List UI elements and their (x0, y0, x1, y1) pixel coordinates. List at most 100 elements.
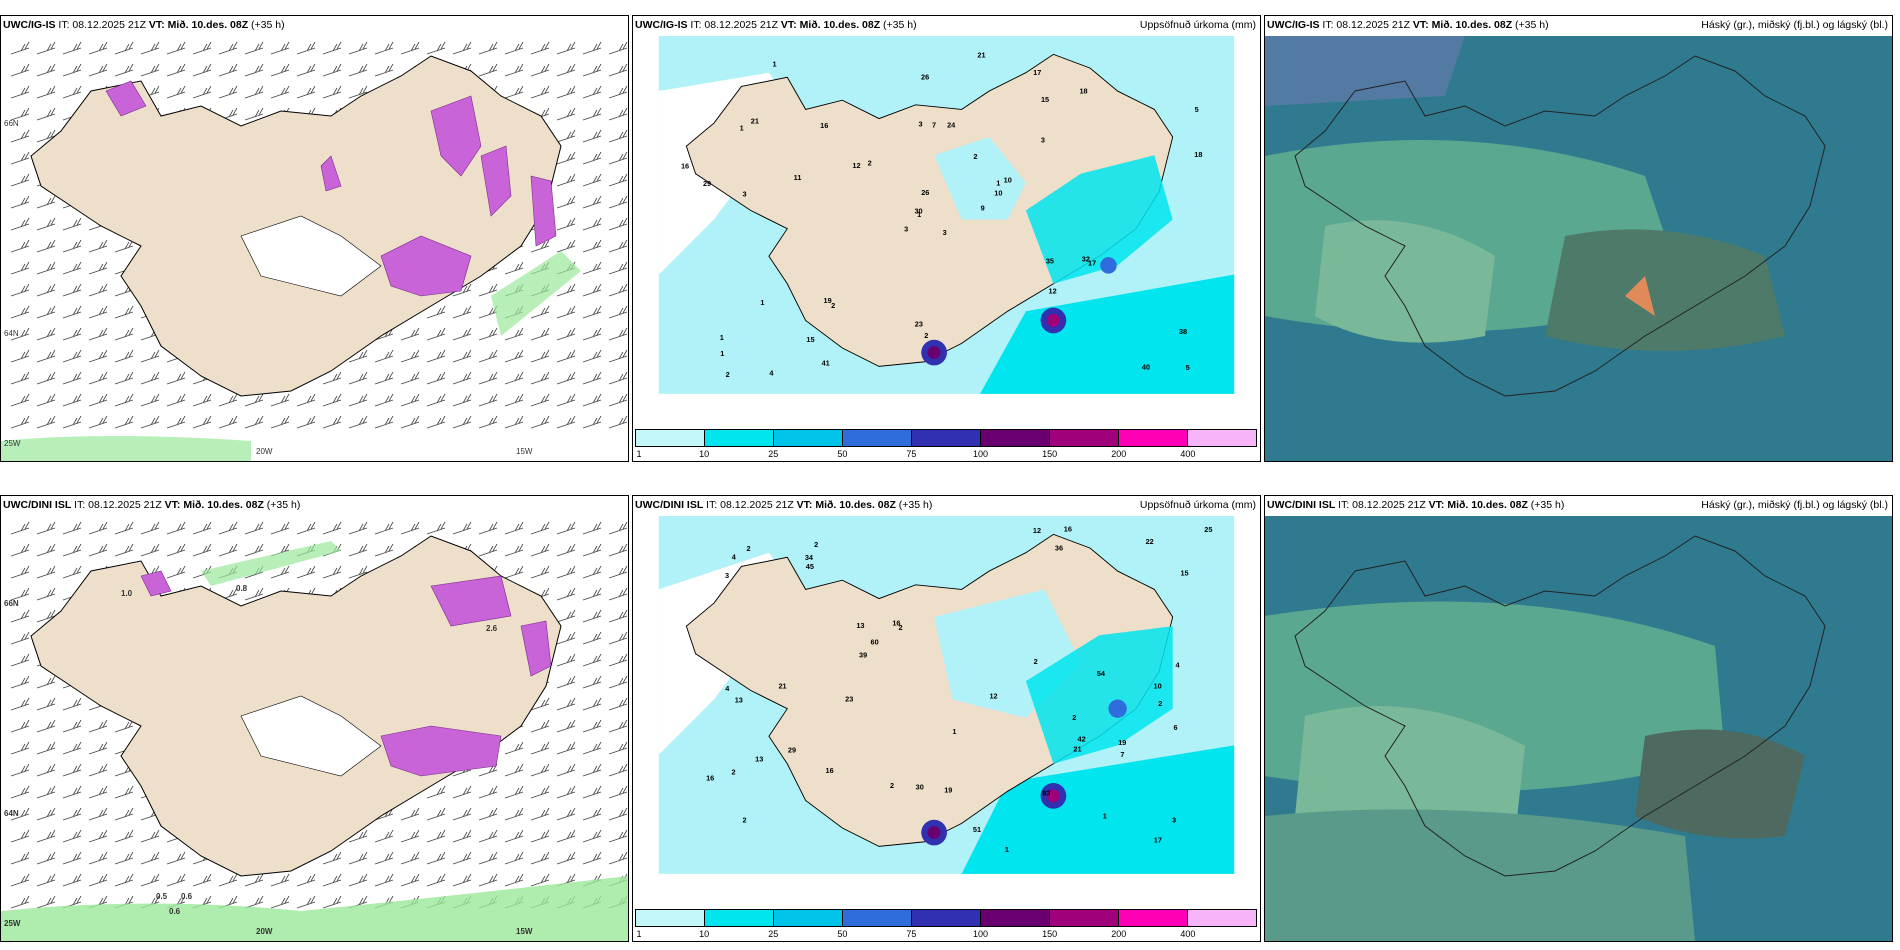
wind-barb (62, 283, 82, 297)
wind-barb (192, 415, 212, 429)
precip-map: 3111121724159153533432121157101721262935… (658, 36, 1235, 394)
wind-barb (114, 349, 134, 363)
wind-barb (322, 371, 342, 385)
wind-barb (114, 63, 134, 77)
wind-barb (374, 521, 394, 535)
precip-value: 83 (1042, 789, 1050, 798)
colorbar-cell (1119, 910, 1188, 926)
iceland-outline (1294, 55, 1826, 397)
wind-barb (322, 873, 342, 887)
precip-value: 51 (973, 825, 981, 834)
wind-barb (10, 327, 30, 341)
wind-barb (452, 283, 472, 297)
wind-barb (530, 371, 550, 385)
precip-value: 16 (820, 121, 828, 130)
wind-barb (582, 653, 602, 667)
wind-barb (348, 85, 368, 99)
wind-barb (218, 873, 238, 887)
wind-barb (582, 631, 602, 645)
precip-value: 17 (1154, 835, 1162, 844)
wind-barb (426, 851, 446, 865)
wind-barb (296, 415, 316, 429)
wind-barb (270, 895, 290, 909)
precip-value: 30 (914, 207, 922, 216)
precip-value: 3 (725, 571, 729, 580)
wind-barb (608, 239, 628, 253)
wind-barb (36, 393, 56, 407)
wind-barb (348, 63, 368, 77)
wind-barb (296, 393, 316, 407)
wind-barb (556, 675, 576, 689)
wind-barb (36, 283, 56, 297)
wind-barb (582, 697, 602, 711)
wind-barb (582, 217, 602, 231)
wind-barb (114, 873, 134, 887)
wind-barb (88, 63, 108, 77)
wind-barb (530, 741, 550, 755)
map-label: 15W (516, 447, 533, 456)
colorbar-tick: 200 (1111, 449, 1127, 459)
colorbar-cell (774, 910, 843, 926)
colorbar-tick: 50 (837, 449, 848, 459)
wind-barb (10, 521, 30, 535)
wind-barb (36, 609, 56, 623)
precip-value: 26 (921, 188, 929, 197)
wind-barb (322, 393, 342, 407)
wind-barb (244, 543, 264, 557)
wind-barb (322, 565, 342, 579)
precip-panel-ig: UWC/IG-IS IT: 08.12.2025 21Z VT: Mið. 10… (632, 15, 1261, 462)
colorbar-tick: 10 (699, 929, 710, 939)
wind-barb (114, 415, 134, 429)
wind-barb (88, 741, 108, 755)
wind-barb (10, 741, 30, 755)
map-label: 25W (4, 919, 21, 928)
wind-barb (322, 895, 342, 909)
precip-value: 5 (1186, 363, 1190, 372)
wind-barb (608, 327, 628, 341)
wind-barb (348, 873, 368, 887)
wind-barb (36, 305, 56, 319)
precip-value: 12 (852, 161, 860, 170)
precip-value: 60 (870, 638, 878, 647)
precip-value: 2 (924, 331, 928, 340)
precip-value: 2 (1158, 699, 1162, 708)
wind-barb (36, 85, 56, 99)
wind-barb (10, 217, 30, 231)
wind-barb (10, 129, 30, 143)
precip-value: 1 (720, 349, 724, 358)
wind-barb (296, 565, 316, 579)
precip-value: 19 (1118, 738, 1126, 747)
wind-barb (10, 785, 30, 799)
precip-value: 7 (932, 121, 936, 130)
precip-value: 2 (831, 301, 835, 310)
wind-barb (608, 107, 628, 121)
wind-barb (88, 349, 108, 363)
colorbar-tick: 50 (837, 929, 848, 939)
wind-barb (400, 349, 420, 363)
wind-barb (10, 543, 30, 557)
wind-barb (556, 151, 576, 165)
wind-barb (88, 873, 108, 887)
precip-value: 6 (1173, 723, 1177, 732)
wind-barb (62, 239, 82, 253)
panel-title: UWC/DINI ISL IT: 08.12.2025 21Z VT: Mið.… (3, 499, 301, 511)
wind-barb (114, 785, 134, 799)
precip-value: 3 (918, 120, 922, 129)
wind-barb (400, 41, 420, 55)
wind-barb (88, 261, 108, 275)
wind-barb (374, 41, 394, 55)
wind-barb (504, 785, 524, 799)
wind-barb (88, 327, 108, 341)
wind-barb (140, 63, 160, 77)
wind-barb (270, 873, 290, 887)
cloud-map (1265, 516, 1892, 941)
wind-barb (62, 85, 82, 99)
panel-subtitle: Háský (gr.), miðský (fj.bl.) og lágský (… (1701, 19, 1888, 31)
wind-barb (582, 371, 602, 385)
precip-value: 40 (1142, 363, 1150, 372)
wind-barb (530, 521, 550, 535)
colorbar-cell (843, 430, 912, 446)
precip-value: 3 (943, 228, 947, 237)
wind-barb (504, 261, 524, 275)
wind-barb (36, 587, 56, 601)
